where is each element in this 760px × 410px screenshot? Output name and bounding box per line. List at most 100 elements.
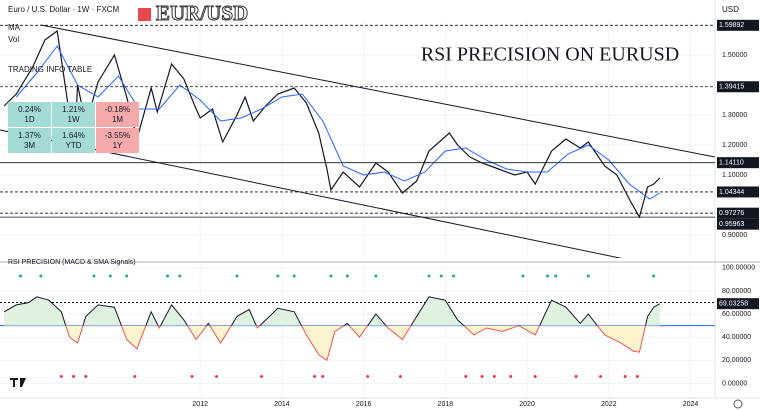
buy-signal — [166, 274, 170, 278]
indicator-ma: MA — [8, 23, 21, 32]
buy-signal — [18, 274, 22, 278]
sell-signal — [533, 375, 537, 379]
table-cell — [52, 128, 95, 153]
plots — [0, 24, 715, 379]
price-badge-label: 1.14110 — [719, 160, 744, 167]
buy-signal — [108, 274, 112, 278]
sell-signal — [480, 375, 484, 379]
price-badge — [717, 19, 759, 31]
sell-signal — [464, 375, 468, 379]
cell-period: 1Y — [113, 141, 123, 150]
sell-signal — [574, 375, 578, 379]
buy-signal — [586, 274, 590, 278]
x-tick-label: 2022 — [601, 401, 617, 408]
y-tick-label: 80.00000 — [722, 288, 751, 295]
cell-value: -3.55% — [105, 131, 130, 140]
value-badge — [717, 298, 759, 310]
sell-signal — [623, 375, 627, 379]
buy-signal — [92, 274, 96, 278]
price-badge-label: 1.39415 — [719, 84, 744, 91]
x-tick-label: 2024 — [683, 401, 699, 408]
line — [65, 325, 646, 362]
line — [3, 296, 661, 326]
buy-signal — [652, 274, 656, 278]
y-tick-label: 1.20000 — [722, 142, 747, 149]
table-cell — [52, 102, 95, 127]
area — [4, 296, 660, 326]
buy-signal — [554, 274, 558, 278]
sell-signal — [190, 375, 194, 379]
y-tick-label: 0.00000 — [722, 380, 747, 387]
buy-signal — [39, 274, 43, 278]
sell-signal — [398, 375, 402, 379]
cell-value: 1.21% — [62, 105, 85, 114]
x-tick-label: 2016 — [356, 401, 372, 408]
table-cell — [8, 128, 51, 153]
settings-icon[interactable] — [733, 399, 743, 409]
cell-value: 1.64% — [62, 131, 85, 140]
sell-signal — [259, 375, 263, 379]
buy-signal — [178, 274, 182, 278]
price-badge-label: 0.95963 — [719, 221, 744, 228]
sell-signal — [492, 375, 496, 379]
info-table: 0.24%1D 1.21%1W -0.18%1M 1.37%3M 1.64%YTD -3.… — [8, 102, 139, 153]
grid — [0, 22, 715, 395]
price-badge-label: 0.97276 — [719, 210, 744, 217]
y-tick-label: 20.00000 — [722, 357, 751, 364]
table-cell — [8, 102, 51, 127]
y-tick-label: 1.30000 — [722, 112, 747, 119]
pane — [0, 24, 715, 258]
annotation: RSI PRECISION ON EURUSD — [421, 44, 679, 66]
x-tick-label: 2020 — [519, 401, 535, 408]
brand-icon — [10, 378, 26, 387]
buy-signal — [235, 274, 239, 278]
buy-signal — [521, 274, 525, 278]
sell-signal — [366, 375, 370, 379]
y-tick-label: 1.10000 — [722, 172, 747, 179]
x-tick-label: 2018 — [438, 401, 454, 408]
sell-signal — [321, 375, 325, 379]
cell-period: 1W — [68, 115, 80, 124]
indicator-vol: Vol — [8, 35, 19, 44]
cell-period: 3M — [24, 141, 35, 150]
buy-signal — [427, 274, 431, 278]
price-badge — [717, 157, 759, 169]
sell-signal — [215, 375, 219, 379]
table-title: TRADING INFO TABLE — [8, 65, 92, 74]
y-tick-label: 1.50000 — [722, 52, 747, 59]
cell-value: 1.37% — [18, 131, 41, 140]
buy-signal — [439, 274, 443, 278]
logo: EUR/USD — [156, 1, 248, 25]
sell-signal — [59, 375, 63, 379]
pane — [0, 274, 715, 379]
currency: USD — [722, 5, 739, 14]
price-badge — [717, 207, 759, 219]
table-cell — [96, 128, 139, 153]
cell-period: 1M — [112, 115, 123, 124]
cell-value: -0.18% — [105, 105, 130, 114]
sell-signal — [72, 375, 76, 379]
buy-signal — [345, 274, 349, 278]
value-badge-label: 69.03258 — [719, 301, 748, 308]
trendline — [40, 24, 715, 158]
buy-signal — [276, 274, 280, 278]
buy-signal — [374, 274, 378, 278]
x-tick-label: 2012 — [192, 401, 208, 408]
x-tick-label: 2014 — [274, 401, 290, 408]
buy-signal — [452, 274, 456, 278]
sell-signal — [509, 375, 513, 379]
price-badge — [717, 218, 759, 230]
y-tick-label: 0.90000 — [722, 232, 747, 239]
sell-signal — [635, 375, 639, 379]
price-badge — [717, 81, 759, 93]
logo-icon — [138, 8, 151, 21]
symbol-title: Euro / U.S. Dollar · 1W · FXCM — [8, 5, 119, 14]
cell-period: YTD — [66, 141, 82, 150]
price-badge-label: 1.59892 — [719, 22, 744, 29]
y-tick-label: 100.00000 — [722, 265, 755, 272]
buy-signal — [329, 274, 333, 278]
y-tick-label: 60.00000 — [722, 311, 751, 318]
price-badge — [717, 186, 759, 198]
